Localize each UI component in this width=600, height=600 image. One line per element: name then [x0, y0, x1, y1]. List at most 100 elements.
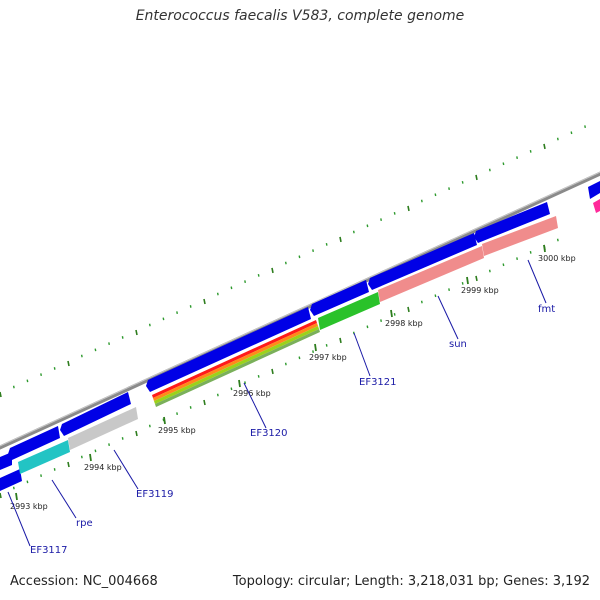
- trna-feature[interactable]: [593, 199, 600, 213]
- coordinate-ticks: 2993 kbp 2994 kbp 2995 kbp 2996 kbp 2997 kbp…: [10, 244, 576, 511]
- tick-label: 2998 kbp: [385, 319, 423, 328]
- cds-feature[interactable]: [0, 469, 22, 491]
- gene-feature-sun[interactable]: [378, 246, 484, 302]
- accession-text: Accession: NC_004668: [10, 574, 158, 589]
- cds-feature[interactable]: [310, 280, 369, 316]
- ruler-mark: [135, 430, 138, 437]
- cds-feature[interactable]: [588, 181, 600, 199]
- ruler-mark: [502, 263, 505, 267]
- tick-label: 2993 kbp: [10, 502, 48, 511]
- genome-backbone-highlight: [0, 171, 600, 447]
- ruler-mark: [40, 474, 42, 478]
- label-leader-line: [527, 259, 547, 304]
- ruler-mark: [488, 168, 491, 172]
- ruler-mark: [570, 131, 573, 135]
- ruler-mark: [366, 224, 369, 228]
- tick-mark: [89, 453, 92, 462]
- ruler-mark: [420, 300, 423, 304]
- gene-feature-fmt[interactable]: [482, 216, 558, 256]
- ruler-mark: [189, 406, 192, 409]
- gene-label-ef3121[interactable]: EF3121: [359, 377, 397, 388]
- tick-label: 2997 kbp: [309, 353, 347, 362]
- gene-label-ef3119[interactable]: EF3119: [136, 489, 174, 500]
- ruler-mark: [352, 230, 355, 234]
- ruler-mark: [488, 269, 491, 273]
- tick-label: 2999 kbp: [461, 286, 499, 295]
- ruler-mark: [40, 373, 42, 377]
- tick-label: 2996 kbp: [233, 389, 271, 398]
- ruler-mark: [393, 313, 396, 316]
- gene-feature-ef3119[interactable]: [68, 407, 138, 450]
- gene-feature-ef3120-a[interactable]: [152, 320, 317, 398]
- ruler-mark: [230, 286, 233, 290]
- ruler-mark: [475, 275, 478, 282]
- ruler-mark: [53, 367, 56, 370]
- tick-mark: [15, 492, 18, 501]
- cds-feature[interactable]: [474, 202, 550, 243]
- label-leader-line: [51, 479, 77, 519]
- tick-label: 2995 kbp: [158, 426, 196, 435]
- ruler-mark: [284, 261, 287, 265]
- gene-label-rpe[interactable]: rpe: [76, 518, 93, 529]
- ruler-mark: [162, 317, 165, 321]
- ruler-mark: [312, 249, 314, 253]
- ruler-mark: [325, 344, 328, 347]
- ruler-mark: [121, 437, 124, 440]
- gene-label-ef3117[interactable]: EF3117: [30, 545, 68, 556]
- gene-feature-ef3120-b[interactable]: [153, 323, 318, 401]
- gene-labels: EF3117 rpe EF3119 EF3120 EF3121 sun fmt: [7, 259, 555, 556]
- ruler-mark: [0, 492, 2, 499]
- gene-label-sun[interactable]: sun: [449, 339, 467, 350]
- ruler-mark: [475, 174, 478, 181]
- ruler-mark: [244, 381, 246, 385]
- ruler-mark: [312, 350, 314, 354]
- ruler-mark: [108, 342, 110, 346]
- genome-summary-text: Topology: circular; Length: 3,218,031 bp…: [232, 574, 590, 589]
- genome-backbone: [0, 171, 600, 450]
- cds-feature[interactable]: [60, 392, 131, 436]
- gene-label-ef3120[interactable]: EF3120: [250, 428, 288, 439]
- gene-feature-ef3120-d[interactable]: [155, 329, 320, 407]
- ruler-mark: [556, 238, 559, 242]
- ruler-mark: [407, 306, 410, 313]
- label-leader-line: [437, 295, 459, 340]
- ruler-mark: [176, 412, 178, 416]
- gene-feature-ef3120-c[interactable]: [154, 326, 319, 404]
- gene-feature-ef3121[interactable]: [318, 292, 380, 330]
- ruler-mark: [339, 236, 342, 243]
- ruler-mark: [529, 150, 532, 153]
- gene-label-fmt[interactable]: fmt: [538, 304, 555, 315]
- ruler-mark: [380, 319, 382, 322]
- gene-feature-rpe[interactable]: [18, 440, 70, 474]
- ruler-mark: [203, 298, 206, 305]
- cds-feature[interactable]: [8, 426, 60, 460]
- ruler-mark: [244, 280, 246, 284]
- ruler-mark: [230, 387, 233, 391]
- reverse-strand: [0, 216, 558, 491]
- dotted-ruler-inner: [0, 238, 559, 499]
- ruler-mark: [257, 375, 260, 378]
- dotted-ruler-outer: [0, 125, 586, 398]
- ruler-mark: [543, 143, 546, 150]
- ruler-mark: [67, 360, 70, 367]
- ruler-mark: [26, 480, 29, 484]
- label-leader-line: [353, 332, 371, 377]
- ruler-mark: [380, 218, 382, 221]
- ruler-mark: [461, 282, 464, 285]
- tick-mark: [390, 309, 393, 318]
- ruler-mark: [121, 336, 124, 339]
- ruler-mark: [216, 393, 219, 397]
- ruler-mark: [461, 181, 464, 184]
- cds-feature[interactable]: [368, 233, 477, 290]
- ruler-mark: [108, 443, 110, 447]
- cds-feature[interactable]: [0, 452, 12, 470]
- ruler-mark: [284, 362, 287, 366]
- ruler-mark: [148, 323, 151, 327]
- tick-mark: [314, 343, 317, 352]
- cds-feature[interactable]: [146, 307, 311, 392]
- ruler-mark: [80, 354, 83, 358]
- ruler-mark: [502, 162, 505, 166]
- label-leader-line: [113, 449, 139, 490]
- ruler-mark: [148, 424, 151, 428]
